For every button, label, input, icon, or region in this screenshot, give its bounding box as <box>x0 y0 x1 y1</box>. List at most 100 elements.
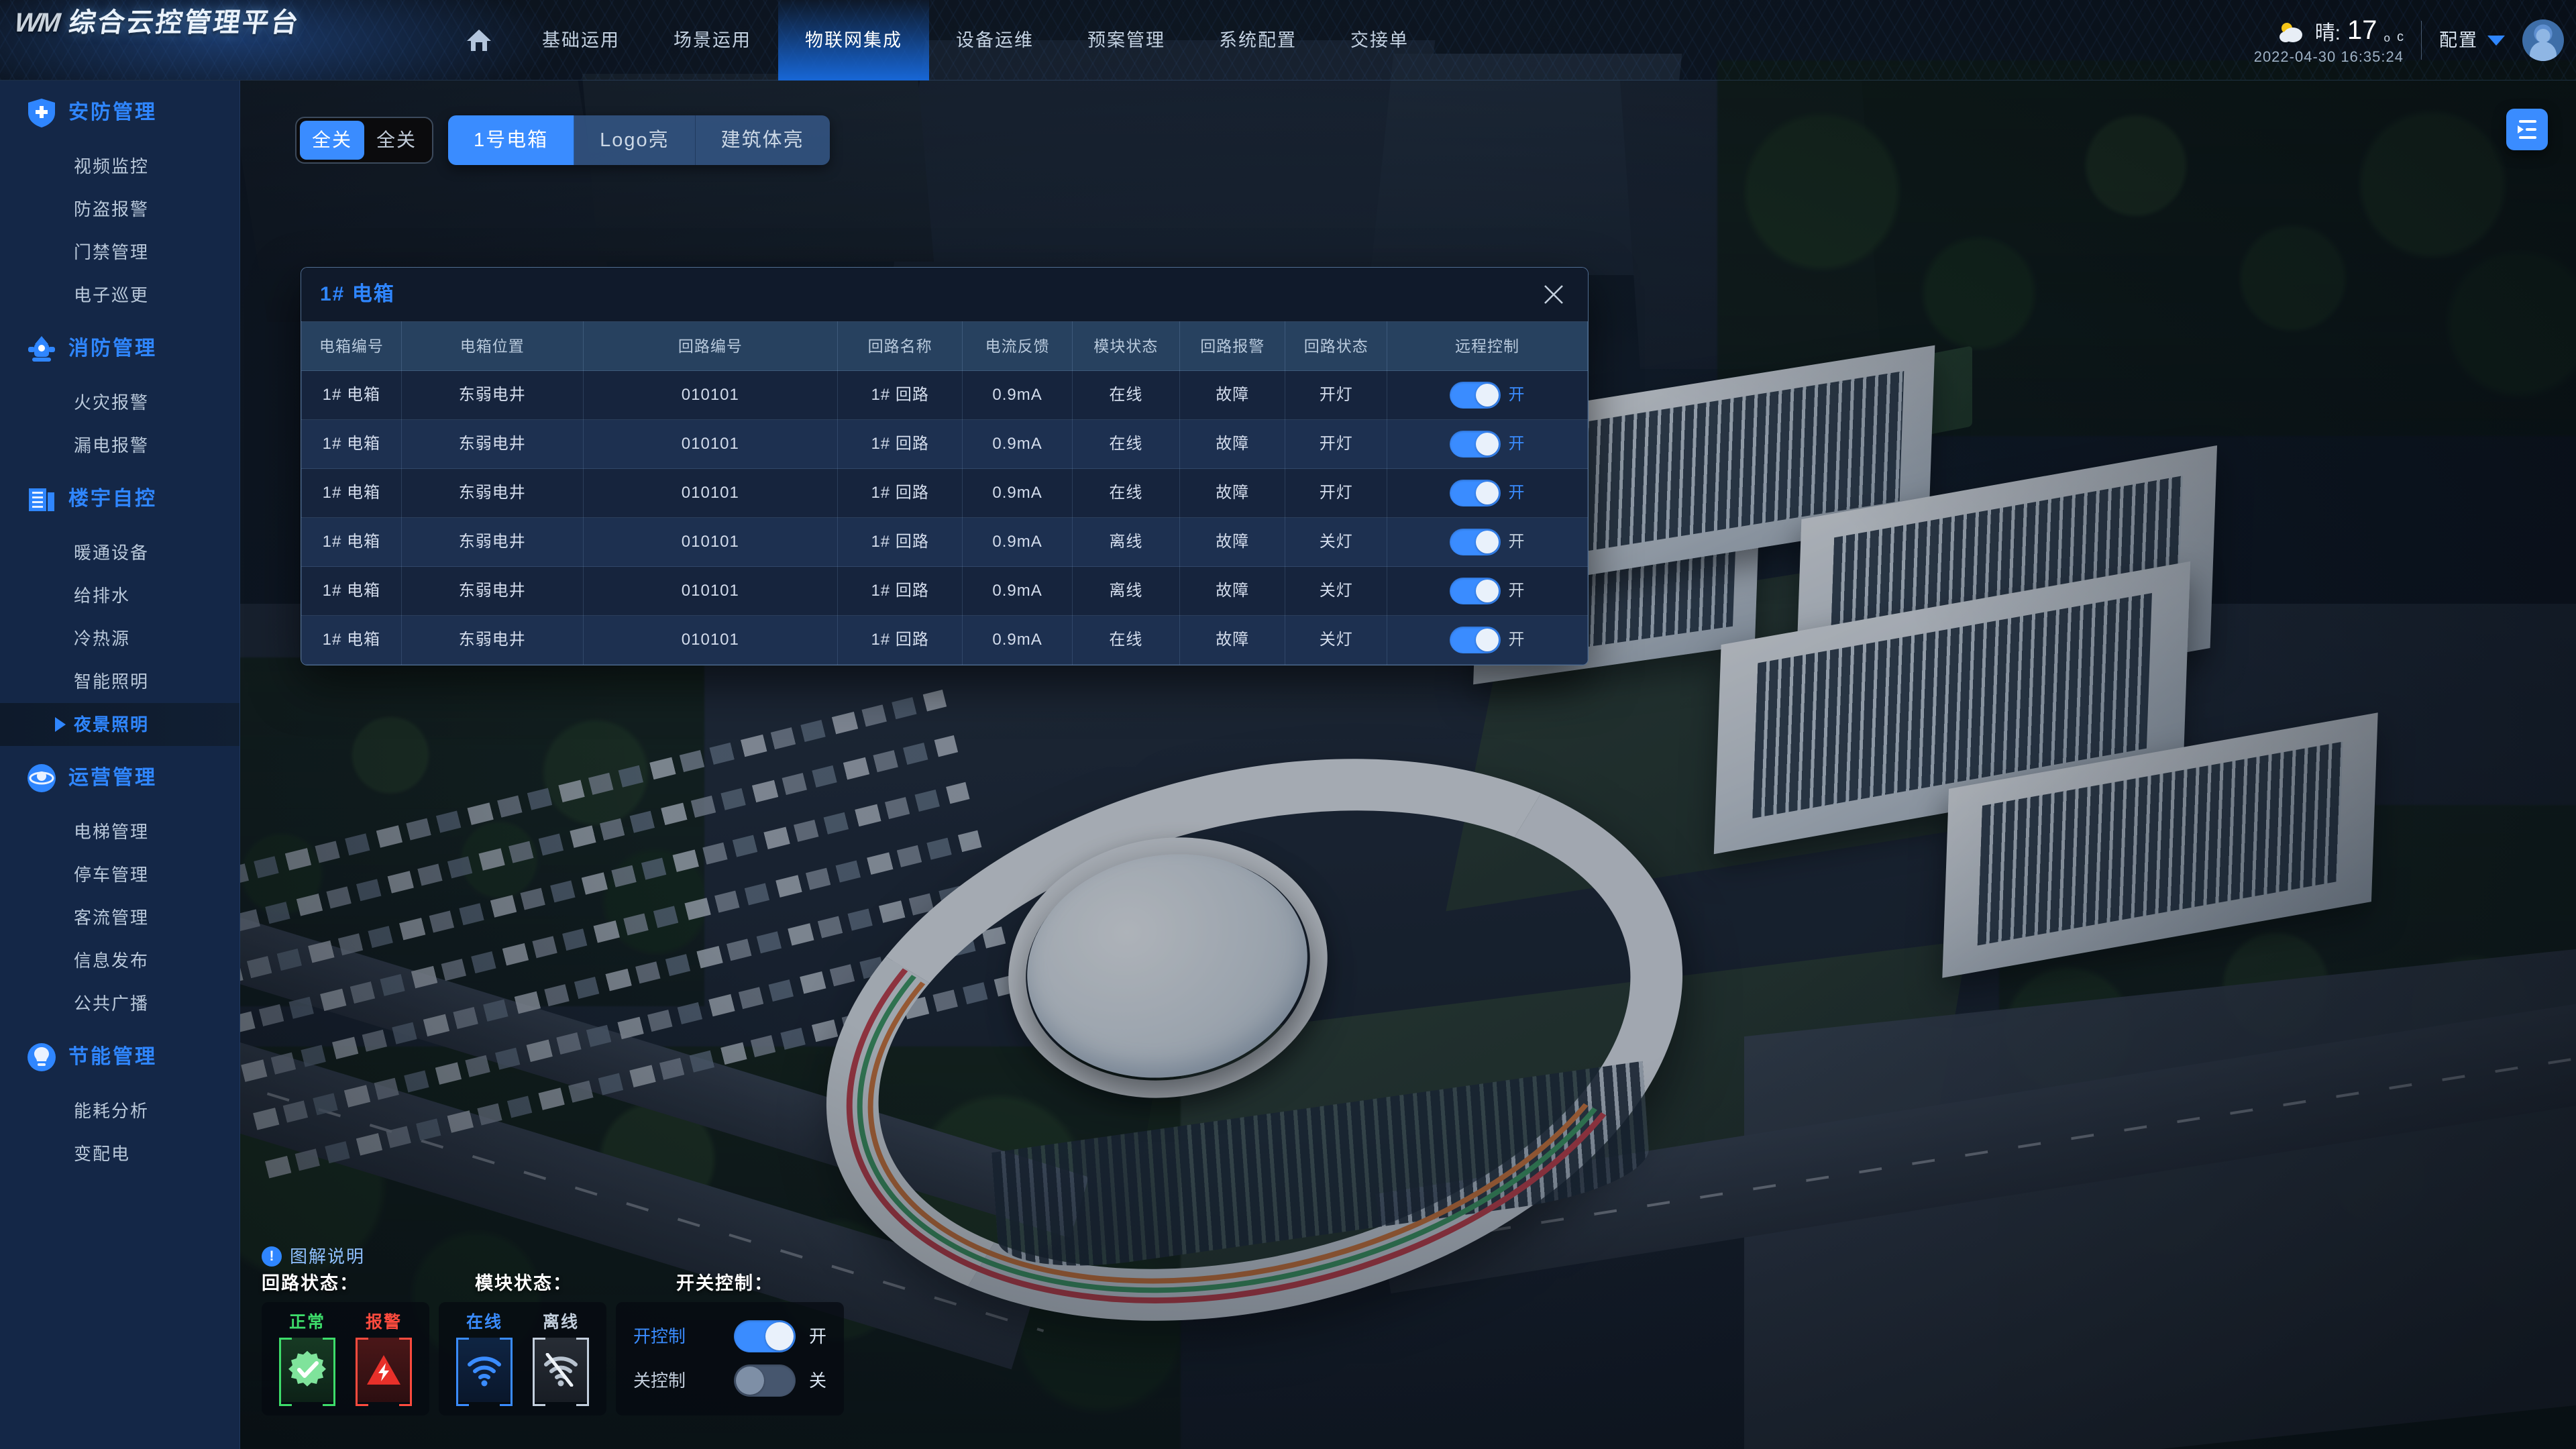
cell-circuit-no: 010101 <box>582 419 838 469</box>
nav-tab-6[interactable]: 交接单 <box>1324 0 1436 80</box>
table-row[interactable]: 1# 电箱 东弱电井 010101 1# 回路 0.9mA 在线 故障 开灯 开 <box>301 419 1588 469</box>
sidebar-item-parking[interactable]: 停车管理 <box>0 853 239 896</box>
table-header-row: 电箱编号 电箱位置 回路编号 回路名称 电流反馈 模块状态 回路报警 回路状态 … <box>301 321 1588 371</box>
remote-control-toggle[interactable] <box>1449 578 1501 604</box>
remote-control-toggle[interactable] <box>1449 431 1501 458</box>
sidebar-group-building-automation[interactable]: 楼宇自控 <box>0 467 239 531</box>
legend-title: ! 图解说明 <box>262 1246 844 1267</box>
table-row[interactable]: 1# 电箱 东弱电井 010101 1# 回路 0.9mA 在线 故障 关灯 开 <box>301 615 1588 665</box>
nav-tab-label: 设备运维 <box>956 30 1034 50</box>
column-header-circuit-name: 回路名称 <box>837 321 963 371</box>
remote-control-toggle[interactable] <box>1449 627 1501 653</box>
sidebar-item-video-surveillance[interactable]: 视频监控 <box>0 145 239 188</box>
sidebar-item-fire-alarm[interactable]: 火灾报警 <box>0 381 239 424</box>
cell-remote-control: 开 <box>1387 370 1588 420</box>
column-header-alarm: 回路报警 <box>1179 321 1286 371</box>
legend-toggle-off[interactable] <box>734 1364 796 1397</box>
status-badge-alarm: 故障 <box>1179 419 1286 469</box>
nav-tab-2[interactable]: 物联网集成 <box>778 0 929 80</box>
nav-tab-5[interactable]: 系统配置 <box>1192 0 1324 80</box>
sidebar-item-burglar-alarm[interactable]: 防盗报警 <box>0 188 239 231</box>
column-header-location: 电箱位置 <box>400 321 584 371</box>
remote-control-toggle[interactable] <box>1449 529 1501 555</box>
weather-degree-symbol: o <box>2383 31 2390 44</box>
avatar[interactable] <box>2522 19 2564 61</box>
toggle-state-label: 开 <box>1508 631 1525 649</box>
legend-heading-switch-control: 开关控制： <box>676 1273 773 1293</box>
sidebar-item-substation[interactable]: 变配电 <box>0 1132 239 1175</box>
sidebar-item-label: 停车管理 <box>74 865 150 885</box>
app-header: WM 综合云控管理平台 基础运用 场景运用 物联网集成 设备运维 预案管理 系统… <box>0 0 2576 80</box>
config-menu-button[interactable]: 配置 <box>2439 31 2505 50</box>
sidebar-item-access-control[interactable]: 门禁管理 <box>0 231 239 274</box>
sidebar-group-fire[interactable]: 消防管理 <box>0 317 239 381</box>
cell-circuit-no: 010101 <box>582 566 838 616</box>
cell-location: 东弱电井 <box>400 615 584 665</box>
cell-module-state: 在线 <box>1071 468 1181 518</box>
sidebar-item-night-lighting[interactable]: 夜景照明 <box>0 703 239 746</box>
sidebar-item-electronic-patrol[interactable]: 电子巡更 <box>0 274 239 317</box>
shield-plus-icon <box>28 99 55 127</box>
legend-panel: ! 图解说明 回路状态： 模块状态： 开关控制： 正常 <box>262 1246 845 1415</box>
wifi-on-icon <box>456 1338 513 1406</box>
sidebar-group-label: 消防管理 <box>68 337 157 360</box>
main-nav: 基础运用 场景运用 物联网集成 设备运维 预案管理 系统配置 交接单 <box>443 0 1436 80</box>
sidebar-item-cold-heat-source[interactable]: 冷热源 <box>0 617 239 660</box>
table-row[interactable]: 1# 电箱 东弱电井 010101 1# 回路 0.9mA 在线 故障 开灯 开 <box>301 468 1588 518</box>
sidebar-item-leakage-alarm[interactable]: 漏电报警 <box>0 424 239 467</box>
sidebar-item-public-broadcast[interactable]: 公共广播 <box>0 982 239 1025</box>
close-button[interactable] <box>1540 280 1568 309</box>
column-header-module-state: 模块状态 <box>1071 321 1181 371</box>
all-off-button-primary[interactable]: 全关 <box>300 121 364 160</box>
sidebar-group-operations[interactable]: 运营管理 <box>0 746 239 810</box>
nav-tab-4[interactable]: 预案管理 <box>1061 0 1192 80</box>
collapse-panel-button[interactable] <box>2506 109 2548 150</box>
header-right: 晴: 17 o c 2022-04-30 16:35:24 配置 <box>2254 0 2564 80</box>
sidebar-item-water-supply[interactable]: 给排水 <box>0 574 239 617</box>
sidebar-item-passenger-flow[interactable]: 客流管理 <box>0 896 239 939</box>
sidebar-group-energy[interactable]: 节能管理 <box>0 1025 239 1089</box>
legend-item-online: 在线 <box>456 1314 513 1406</box>
nav-home-button[interactable] <box>443 0 515 80</box>
sidebar-item-info-publish[interactable]: 信息发布 <box>0 939 239 982</box>
cell-current: 0.9mA <box>962 419 1073 469</box>
legend-switch-state: 关 <box>809 1370 827 1391</box>
all-off-button-secondary[interactable]: 全关 <box>364 121 429 160</box>
legend-item-normal: 正常 <box>279 1314 335 1406</box>
sidebar-item-smart-lighting[interactable]: 智能照明 <box>0 660 239 703</box>
table-row[interactable]: 1# 电箱 东弱电井 010101 1# 回路 0.9mA 离线 故障 关灯 开 <box>301 517 1588 567</box>
legend-group-circuit-state: 正常 报警 <box>262 1302 429 1415</box>
nav-tab-3[interactable]: 设备运维 <box>929 0 1061 80</box>
legend-toggle-on[interactable] <box>734 1320 796 1352</box>
table-row[interactable]: 1# 电箱 东弱电井 010101 1# 回路 0.9mA 离线 故障 关灯 开 <box>301 566 1588 616</box>
nav-tab-1[interactable]: 场景运用 <box>647 0 778 80</box>
cell-module-state: 离线 <box>1071 517 1181 567</box>
nav-tab-label: 物联网集成 <box>805 30 902 50</box>
warning-bolt-icon <box>356 1338 412 1406</box>
sidebar-item-energy-analysis[interactable]: 能耗分析 <box>0 1089 239 1132</box>
table-row[interactable]: 1# 电箱 东弱电井 010101 1# 回路 0.9mA 在线 故障 开灯 开 <box>301 370 1588 420</box>
nav-tab-0[interactable]: 基础运用 <box>515 0 647 80</box>
header-divider <box>2421 21 2422 60</box>
sidebar-item-elevator[interactable]: 电梯管理 <box>0 810 239 853</box>
sidebar-item-hvac[interactable]: 暖通设备 <box>0 531 239 574</box>
sidebar-group-label: 安防管理 <box>68 101 157 123</box>
cell-circuit-name: 1# 回路 <box>837 615 963 665</box>
tab-building-light[interactable]: 建筑体亮 <box>695 115 830 165</box>
toggle-state-label: 开 <box>1508 386 1525 404</box>
remote-control-toggle[interactable] <box>1449 480 1501 506</box>
remote-control-toggle[interactable] <box>1449 382 1501 409</box>
weather-unit: c <box>2397 29 2404 44</box>
cell-circuit-state: 关灯 <box>1285 517 1388 567</box>
tab-box-1[interactable]: 1号电箱 <box>448 115 575 165</box>
tab-logo-light[interactable]: Logo亮 <box>574 115 696 165</box>
legend-switch-state: 开 <box>809 1326 827 1346</box>
tab-label: 1号电箱 <box>474 129 549 151</box>
cell-circuit-name: 1# 回路 <box>837 468 963 518</box>
sidebar-group-security[interactable]: 安防管理 <box>0 80 239 145</box>
cell-remote-control: 开 <box>1387 468 1588 518</box>
tab-label: Logo亮 <box>600 129 669 151</box>
